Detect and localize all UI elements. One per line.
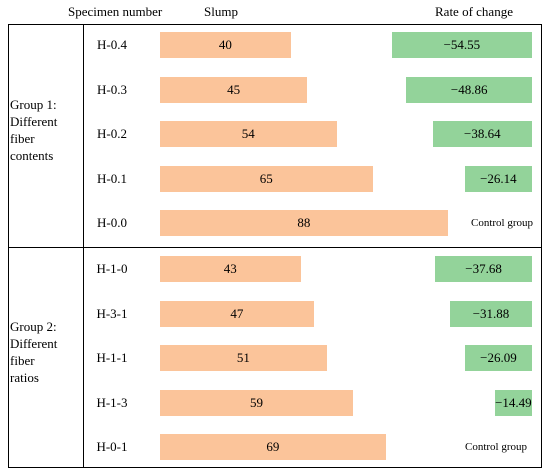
specimen-label: H-0.2 (97, 126, 127, 141)
group-2-label-line: Group 2: (10, 319, 57, 334)
rate-value-label: −31.88 (472, 305, 510, 321)
slump-value-label: 45 (227, 81, 241, 97)
rate-bar (435, 256, 532, 282)
group-2-label-line: fiber (10, 353, 35, 368)
group-1-divider (83, 25, 84, 247)
group-2-label-line: Different (10, 336, 58, 351)
rate-bar (391, 32, 532, 58)
slump-bar (160, 300, 314, 327)
group-1-label: Group 1: Different fiber contents (10, 96, 57, 164)
slump-value-label: 59 (249, 394, 263, 410)
control-group-label: Control group (465, 441, 528, 453)
rate-value-label: −38.64 (464, 126, 501, 141)
group-1-label-line: Different (10, 114, 58, 129)
rate-bar (464, 345, 532, 371)
rate-value-label: −14.49 (495, 394, 532, 410)
rate-value-label: −26.14 (480, 170, 517, 186)
slump-value-label: 40 (218, 37, 232, 52)
control-group-label: Control group (471, 217, 534, 229)
slump-bar (160, 32, 291, 58)
slump-header: Slump (204, 4, 238, 19)
rate-value-label: −26.09 (480, 350, 517, 365)
rate-bar (464, 165, 532, 192)
slump-value-label: 43 (223, 261, 237, 276)
slump-value-label: 88 (297, 215, 311, 230)
slump-bar (160, 434, 386, 460)
specimen-label: H-0.3 (97, 81, 127, 97)
group-2-label-line: ratios (10, 370, 39, 385)
specimen-label: H-1-0 (96, 261, 128, 276)
group-2-label: Group 2: Different fiber ratios (10, 318, 57, 386)
slump-bar (160, 345, 327, 371)
group-1-label-line: Group 1: (10, 97, 57, 112)
specimen-number-header: Specimen number (68, 4, 163, 19)
rate-of-change-header: Rate of change (435, 4, 513, 19)
slump-bar (160, 256, 301, 282)
group-1-label-line: contents (10, 148, 54, 163)
rate-bar (406, 76, 532, 103)
specimen-label: H-0.1 (97, 170, 127, 186)
slump-bar (160, 210, 448, 236)
rate-value-label: −54.55 (443, 37, 481, 52)
slump-value-label: 47 (230, 305, 244, 321)
slump-value-label: 51 (236, 350, 250, 365)
slump-value-label: 69 (266, 439, 280, 454)
specimen-label: H-0-1 (96, 439, 128, 454)
slump-bar (160, 165, 373, 192)
group-2-divider (83, 248, 84, 467)
specimen-label: H-1-1 (96, 350, 128, 365)
slump-value-label: 65 (259, 170, 273, 186)
rate-value-label: −37.68 (465, 261, 502, 276)
specimen-label: H-0.4 (97, 37, 127, 52)
rate-bar (494, 389, 532, 416)
slump-bar (160, 389, 353, 416)
group-2-panel (8, 247, 542, 468)
rate-value-label: −48.86 (450, 81, 488, 97)
slump-bar (160, 121, 337, 147)
specimen-label: H-0.0 (97, 215, 127, 230)
slump-bar (160, 76, 308, 103)
group-1-label-line: fiber (10, 131, 35, 146)
slump-value-label: 54 (241, 126, 255, 141)
specimen-label: H-1-3 (96, 394, 128, 410)
specimen-label: H-3-1 (96, 305, 128, 321)
rate-bar (450, 300, 532, 327)
rate-bar (432, 121, 532, 147)
